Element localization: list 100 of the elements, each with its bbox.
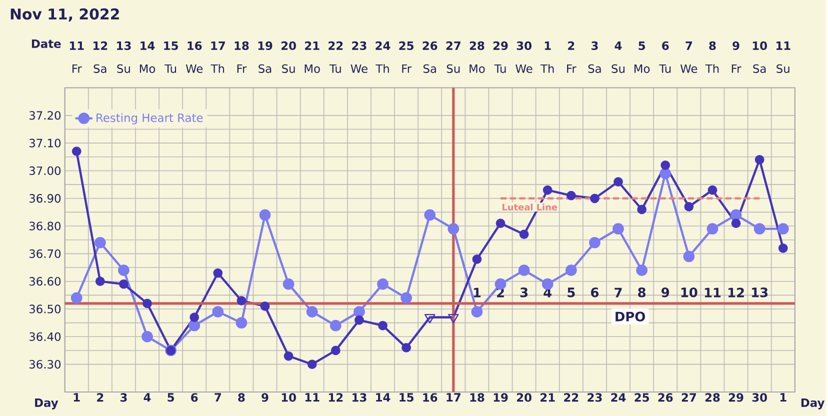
x-tick-label: 29 (728, 393, 744, 402)
x-tick-label: 2 (97, 393, 104, 402)
text: Su (446, 64, 460, 74)
text: 20 (282, 41, 296, 50)
y-tick-label: 37.10 (29, 138, 61, 148)
text: We (516, 64, 532, 74)
text: Fr (72, 64, 82, 73)
text: 10 (752, 41, 767, 50)
text: 15 (164, 42, 178, 50)
text: Su (776, 64, 790, 74)
text: Sa (588, 64, 601, 74)
annotation: 8 (638, 288, 646, 298)
text: Sa (423, 64, 436, 74)
x-tick-label: 24 (611, 393, 626, 402)
text: Fr (567, 64, 576, 73)
x-tick-label: 25 (634, 393, 649, 402)
x-tick-label: 1 (74, 393, 80, 402)
x-tick-label: 10 (282, 393, 296, 402)
text: 5 (638, 42, 645, 50)
text: Th (376, 64, 389, 73)
x-tick-label: 9 (262, 393, 268, 402)
text: Su (117, 64, 130, 74)
text: 8 (709, 41, 716, 50)
series-label: Luteal Line (502, 204, 558, 211)
x-tick-label: 22 (564, 393, 578, 402)
text: 4 (614, 42, 622, 50)
annotation: 11 (704, 288, 721, 298)
annotation: 1 (474, 288, 481, 298)
text: Mo (140, 64, 156, 74)
text: 18 (234, 41, 249, 50)
annotation: 13 (752, 288, 768, 298)
x-tick-label: 28 (705, 393, 720, 402)
text: Sa (753, 64, 766, 74)
text: Th (705, 64, 719, 73)
annotation: 6 (591, 288, 599, 298)
text: 7 (686, 42, 692, 50)
x-tick-label: 1 (780, 393, 786, 402)
annotation: DPO (616, 312, 645, 322)
x-tick-label: 17 (446, 393, 460, 402)
y-tick-label: 36.50 (29, 304, 61, 314)
y-tick-label: 36.60 (29, 277, 61, 286)
text: Day (35, 398, 58, 410)
text: Fr (402, 64, 412, 73)
y-tick-label: 36.70 (29, 249, 61, 258)
x-tick-label: 27 (682, 393, 696, 402)
text: We (350, 64, 368, 74)
text: Th (540, 64, 554, 73)
text: Tu (494, 64, 506, 74)
text: 6 (662, 41, 669, 50)
text: 25 (399, 41, 414, 50)
text: 23 (352, 41, 366, 50)
annotation: 5 (568, 288, 575, 298)
x-tick-label: 15 (400, 393, 414, 402)
annotation: 7 (614, 288, 622, 298)
text: Date (32, 40, 61, 48)
chart-title: Nov 11, 2022 (10, 8, 119, 22)
text: 26 (422, 41, 438, 50)
x-tick-label: 3 (120, 393, 127, 402)
text: 11 (776, 42, 790, 50)
text: 1 (544, 42, 551, 50)
text: 11 (70, 42, 84, 50)
x-tick-label: 20 (517, 393, 532, 402)
text: Tu (164, 64, 176, 74)
x-tick-label: 26 (658, 393, 673, 402)
x-tick-label: 4 (144, 393, 151, 402)
text: Tu (659, 64, 671, 74)
x-tick-label: 6 (191, 393, 198, 402)
annotation: 9 (662, 288, 670, 298)
text: 2 (568, 41, 574, 50)
text: 28 (470, 41, 484, 50)
x-tick-label: 14 (376, 393, 390, 402)
x-tick-label: 5 (168, 393, 174, 402)
text: Sa (258, 64, 272, 74)
x-tick-label: 30 (752, 393, 767, 402)
text: We (680, 64, 698, 74)
x-tick-label: 13 (352, 393, 366, 402)
text: Mo (304, 64, 320, 74)
text: Th (210, 64, 224, 73)
text: Fr (237, 64, 247, 73)
text: 16 (188, 41, 202, 50)
text: 12 (94, 41, 108, 50)
x-tick-label: 23 (588, 393, 602, 402)
x-tick-label: 16 (423, 393, 438, 402)
text: Mo (634, 64, 650, 74)
x-tick-label: 18 (470, 393, 484, 402)
x-tick-label: 11 (305, 393, 320, 402)
text: 3 (592, 41, 598, 50)
x-axis-title: Day (801, 398, 824, 410)
text: 30 (516, 41, 532, 50)
text: Tu (329, 64, 341, 74)
x-tick-label: 21 (540, 393, 555, 402)
y-tick-label: 37.00 (29, 166, 61, 176)
annotation: 12 (728, 288, 744, 298)
annotation: 10 (681, 288, 698, 298)
text: Fr (732, 64, 742, 73)
text: Su (282, 64, 295, 74)
x-tick-label: 19 (494, 393, 508, 402)
x-tick-label: 7 (214, 393, 221, 402)
text: Mo (470, 64, 485, 74)
text: Sa (94, 64, 106, 74)
